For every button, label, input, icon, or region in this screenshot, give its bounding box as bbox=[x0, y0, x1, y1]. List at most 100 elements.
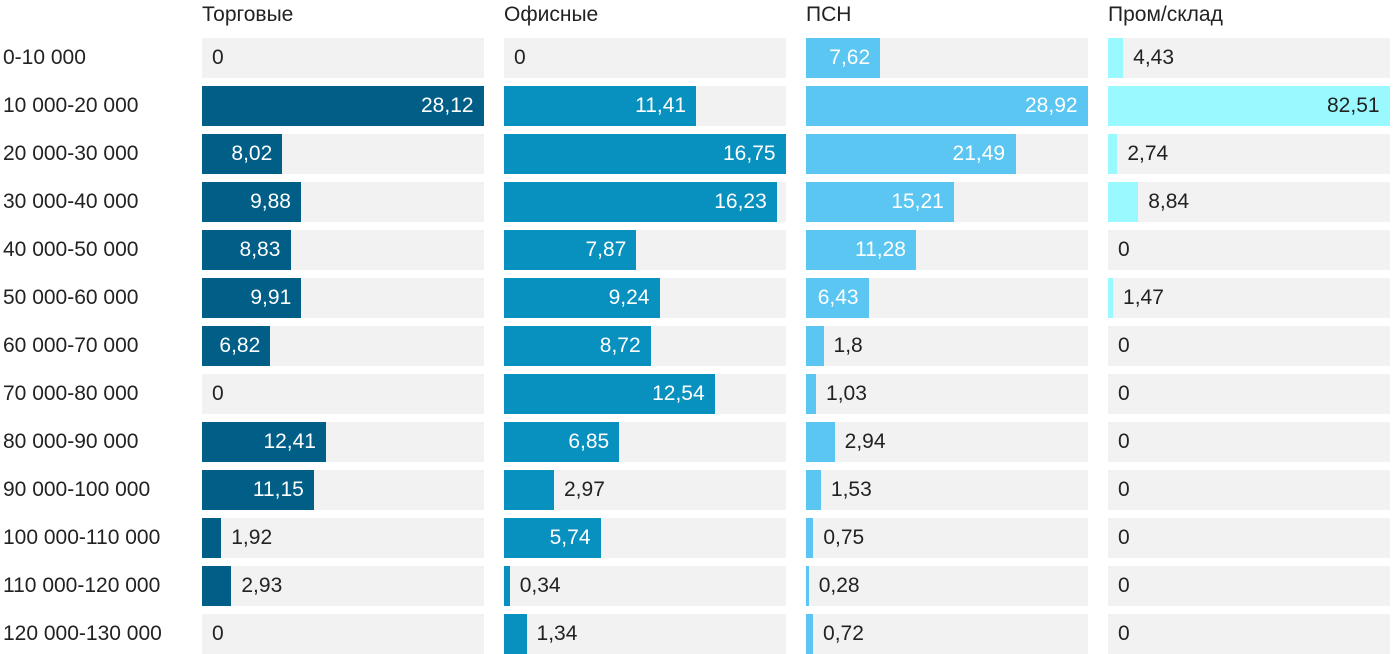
bar bbox=[806, 566, 809, 606]
data-label: 28,92 bbox=[1025, 94, 1078, 117]
bar-track: 0 bbox=[1108, 614, 1390, 654]
bar bbox=[806, 326, 824, 366]
data-label: 0 bbox=[1118, 430, 1130, 453]
bar-track: 0 bbox=[1108, 518, 1390, 558]
bar bbox=[504, 86, 697, 126]
bar bbox=[504, 278, 660, 318]
bar-track: 21,49 bbox=[806, 134, 1088, 174]
bar bbox=[806, 86, 1088, 126]
row-label: 70 000-80 000 bbox=[3, 382, 139, 405]
bar-track: 0 bbox=[202, 374, 484, 414]
bar bbox=[806, 278, 869, 318]
bar-track: 8,83 bbox=[202, 230, 484, 270]
column-title: Пром/склад bbox=[1108, 3, 1223, 26]
bar-track: 16,75 bbox=[504, 134, 786, 174]
bar-track: 0,34 bbox=[504, 566, 786, 606]
bar-track: 0 bbox=[1108, 470, 1390, 510]
data-label: 0 bbox=[1118, 574, 1130, 597]
bar-track: 1,92 bbox=[202, 518, 484, 558]
data-label: 6,82 bbox=[219, 334, 261, 357]
bar-track: 0 bbox=[202, 614, 484, 654]
bar-track: 0 bbox=[202, 38, 484, 78]
bar bbox=[202, 182, 302, 222]
bar bbox=[806, 230, 916, 270]
row-label: 60 000-70 000 bbox=[3, 334, 139, 357]
bar-track: 2,74 bbox=[1108, 134, 1390, 174]
bar bbox=[202, 134, 283, 174]
bar bbox=[202, 470, 314, 510]
data-label: 2,97 bbox=[564, 478, 605, 501]
row-label: 110 000-120 000 bbox=[3, 574, 161, 597]
data-label: 12,54 bbox=[652, 382, 705, 405]
bar bbox=[504, 182, 778, 222]
data-label: 1,03 bbox=[826, 382, 867, 405]
data-label: 7,87 bbox=[585, 238, 627, 261]
data-label: 7,62 bbox=[829, 46, 871, 69]
data-label: 8,02 bbox=[231, 142, 273, 165]
bar bbox=[504, 422, 620, 462]
data-label: 4,43 bbox=[1133, 46, 1175, 69]
bar-track: 82,51 bbox=[1108, 86, 1390, 126]
bar-track: 8,72 bbox=[504, 326, 786, 366]
bar bbox=[806, 134, 1016, 174]
bar bbox=[504, 518, 601, 558]
data-label: 6,43 bbox=[817, 286, 859, 309]
bar bbox=[1108, 134, 1118, 174]
data-label: 0 bbox=[514, 46, 526, 69]
bar bbox=[504, 134, 786, 174]
bar-track: 2,94 bbox=[806, 422, 1088, 462]
data-label: 2,93 bbox=[241, 574, 283, 597]
data-label: 0 bbox=[1118, 622, 1130, 645]
bar-track: 8,02 bbox=[202, 134, 484, 174]
data-label: 2,94 bbox=[844, 430, 886, 453]
data-label: 0 bbox=[1118, 382, 1130, 405]
row-label: 120 000-130 000 bbox=[3, 622, 162, 645]
bar-track: 11,28 bbox=[806, 230, 1088, 270]
bar bbox=[504, 374, 716, 414]
bar-track: 2,97 bbox=[504, 470, 786, 510]
bar bbox=[806, 422, 835, 462]
bar-track: 0 bbox=[1108, 422, 1390, 462]
data-label: 6,85 bbox=[568, 430, 610, 453]
bar bbox=[806, 374, 817, 414]
bar-track: 0,72 bbox=[806, 614, 1088, 654]
bar bbox=[806, 614, 814, 654]
data-label: 11,28 bbox=[854, 238, 906, 261]
bar bbox=[202, 422, 327, 462]
row-label: 10 000-20 000 bbox=[3, 94, 139, 117]
bar bbox=[202, 278, 302, 318]
bar-track: 0,75 bbox=[806, 518, 1088, 558]
bar-track: 0 bbox=[1108, 326, 1390, 366]
bar-track: 0 bbox=[1108, 566, 1390, 606]
data-label: 15,21 bbox=[891, 190, 944, 213]
bar-track: 11,15 bbox=[202, 470, 484, 510]
data-label: 9,91 bbox=[250, 286, 292, 309]
bar bbox=[1108, 278, 1114, 318]
data-label: 11,15 bbox=[252, 478, 304, 501]
data-label: 9,24 bbox=[608, 286, 650, 309]
bar bbox=[202, 230, 291, 270]
data-label: 16,23 bbox=[714, 190, 767, 213]
bar-track: 0 bbox=[504, 38, 786, 78]
data-label: 0 bbox=[1118, 238, 1130, 261]
data-label: 0 bbox=[1118, 478, 1130, 501]
bar-track: 1,47 bbox=[1108, 278, 1390, 318]
data-label: 28,12 bbox=[421, 94, 474, 117]
bar-track: 4,43 bbox=[1108, 38, 1390, 78]
row-label: 50 000-60 000 bbox=[3, 286, 139, 309]
bar bbox=[806, 518, 814, 558]
row-label: 80 000-90 000 bbox=[3, 430, 139, 453]
bar bbox=[202, 86, 484, 126]
bar-track: 9,24 bbox=[504, 278, 786, 318]
data-label: 5,74 bbox=[549, 526, 591, 549]
bar-track: 1,34 bbox=[504, 614, 786, 654]
bar-track: 15,21 bbox=[806, 182, 1088, 222]
data-label: 16,75 bbox=[723, 142, 776, 165]
bar bbox=[504, 614, 527, 654]
data-label: 1,47 bbox=[1123, 286, 1164, 309]
bar-track: 6,43 bbox=[806, 278, 1088, 318]
bar bbox=[806, 38, 881, 78]
bar-track: 12,41 bbox=[202, 422, 484, 462]
bar bbox=[806, 470, 821, 510]
data-label: 0 bbox=[212, 382, 224, 405]
